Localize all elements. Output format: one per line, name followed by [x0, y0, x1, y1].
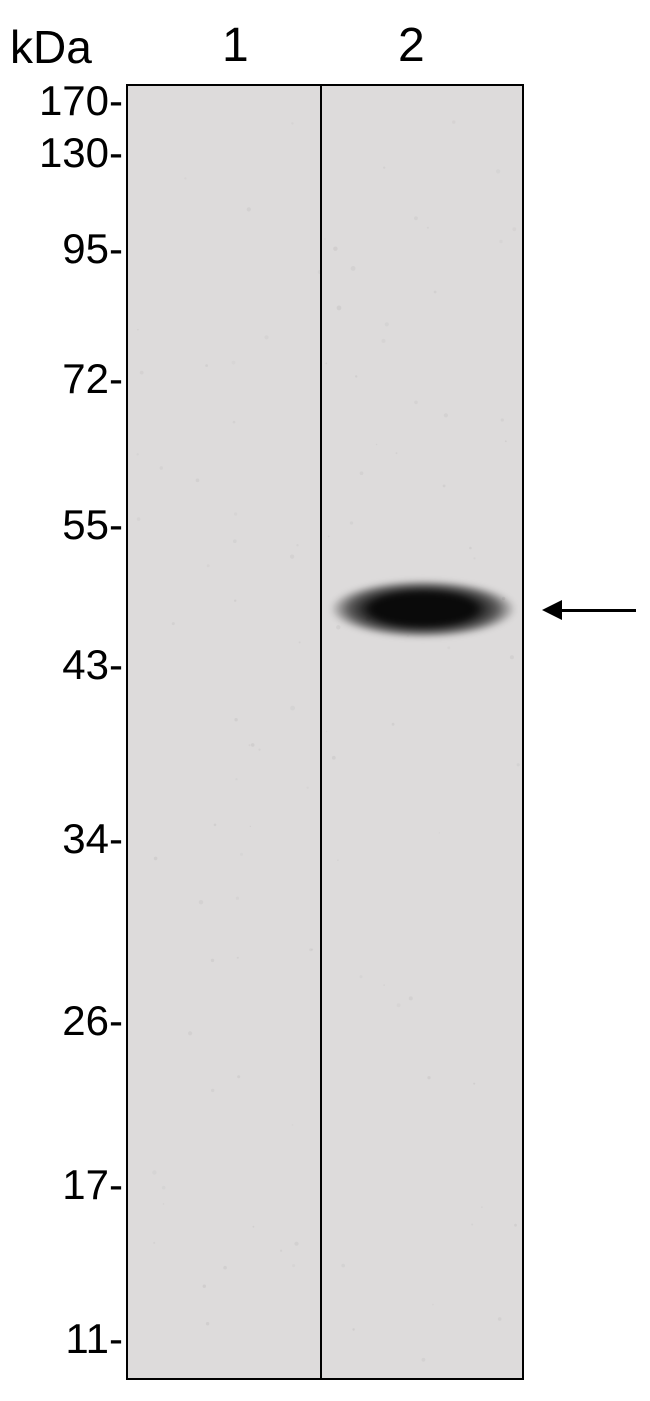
membrane-noise — [128, 86, 522, 1378]
blot-membrane-region — [126, 84, 524, 1380]
band-indicator-arrow-line — [552, 609, 636, 612]
mw-marker-43: 43- — [62, 641, 123, 689]
mw-marker-170: 170- — [39, 77, 123, 125]
mw-marker-34: 34- — [62, 815, 123, 863]
lane-label-2: 2 — [398, 18, 425, 73]
lane-label-1: 1 — [222, 18, 249, 73]
mw-marker-17: 17- — [62, 1161, 123, 1209]
lane-divider — [320, 84, 322, 1380]
mw-marker-72: 72- — [62, 355, 123, 403]
mw-marker-26: 26- — [62, 997, 123, 1045]
y-axis-unit-label: kDa — [10, 20, 92, 74]
mw-marker-95: 95- — [62, 225, 123, 273]
mw-marker-130: 130- — [39, 129, 123, 177]
western-blot-figure: kDa 1 2 170-130- 95- 72- 55- 43- 34- 26- 17- 11- — [0, 0, 650, 1401]
mw-marker-11: 11- — [65, 1315, 123, 1363]
mw-marker-55: 55- — [62, 501, 123, 549]
band-lane2-48kda — [330, 580, 516, 638]
band-indicator-arrow-head — [542, 600, 562, 620]
